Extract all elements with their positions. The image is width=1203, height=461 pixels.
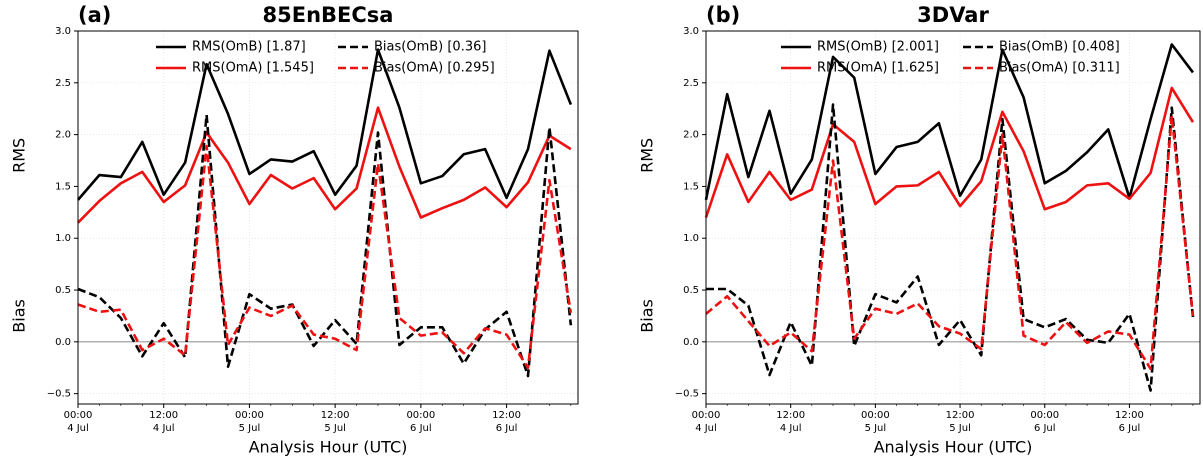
x-tick-label: 12:00 — [1115, 410, 1144, 421]
x-axis-label: Analysis Hour (UTC) — [249, 438, 408, 457]
y-tick-label: 0.5 — [55, 285, 71, 296]
y-tick-label: −0.5 — [47, 389, 71, 400]
y-axis-label: RMS — [10, 138, 29, 173]
x-tick-sublabel: 5 Jul — [324, 423, 346, 434]
x-tick-sublabel: 4 Jul — [695, 423, 717, 434]
x-tick-sublabel: 6 Jul — [1119, 423, 1141, 434]
y-tick-label: 3.0 — [683, 26, 699, 37]
x-tick-sublabel: 6 Jul — [496, 423, 518, 434]
legend-label: Bias(OmA) [0.295] — [374, 61, 495, 76]
plot-area — [704, 43, 1195, 392]
chart-title: 85EnBECsa — [263, 3, 394, 27]
series-line — [705, 114, 1195, 371]
y-tick-label: 2.0 — [55, 130, 71, 141]
x-tick-sublabel: 4 Jul — [153, 423, 175, 434]
x-tick-label: 00:00 — [64, 410, 93, 421]
plot-area — [77, 48, 573, 378]
y-tick-label: 0.0 — [683, 337, 699, 348]
x-tick-sublabel: 6 Jul — [410, 423, 432, 434]
legend-label: Bias(OmB) [0.408] — [999, 40, 1120, 55]
series-line — [77, 113, 573, 378]
series-line — [77, 48, 573, 201]
x-tick-label: 00:00 — [235, 410, 264, 421]
y-tick-label: 0.0 — [55, 337, 71, 348]
y-axis-label: RMS — [638, 138, 657, 173]
x-tick-label: 12:00 — [149, 410, 178, 421]
y-tick-label: 3.0 — [55, 26, 71, 37]
x-tick-label: 12:00 — [946, 410, 975, 421]
y-tick-label: −0.5 — [675, 389, 699, 400]
series-line — [706, 103, 1195, 392]
y-tick-label: 1.0 — [683, 233, 699, 244]
series-line — [704, 86, 1195, 218]
x-tick-sublabel: 5 Jul — [865, 423, 887, 434]
legend-label: RMS(OmA) [1.545] — [192, 61, 314, 76]
chart-title: 3DVar — [917, 3, 989, 27]
series-line — [77, 106, 572, 224]
legend-label: Bias(OmA) [0.311] — [999, 61, 1120, 76]
x-tick-label: 12:00 — [776, 410, 805, 421]
x-tick-label: 00:00 — [692, 410, 721, 421]
x-tick-label: 00:00 — [406, 410, 435, 421]
panel-label: (b) — [706, 3, 740, 27]
legend-label: RMS(OmB) [1.87] — [192, 40, 306, 55]
x-tick-label: 12:00 — [492, 410, 521, 421]
axes-frame — [77, 30, 579, 405]
x-axis-label: Analysis Hour (UTC) — [874, 438, 1033, 457]
x-tick-sublabel: 5 Jul — [239, 423, 261, 434]
panel-label: (a) — [78, 3, 111, 27]
x-tick-sublabel: 4 Jul — [67, 423, 89, 434]
y-tick-label: 2.5 — [55, 78, 71, 89]
x-tick-sublabel: 5 Jul — [949, 423, 971, 434]
y-axis-label: Bias — [638, 299, 657, 333]
series-line — [77, 144, 573, 370]
x-tick-label: 00:00 — [861, 410, 890, 421]
x-tick-label: 00:00 — [1030, 410, 1059, 421]
legend-label: RMS(OmB) [2.001] — [817, 40, 939, 55]
y-tick-label: 0.5 — [683, 285, 699, 296]
y-tick-label: 1.0 — [55, 233, 71, 244]
axes-frame — [705, 30, 1201, 405]
y-tick-label: 1.5 — [683, 181, 699, 192]
x-tick-label: 12:00 — [321, 410, 350, 421]
y-tick-label: 1.5 — [55, 181, 71, 192]
y-tick-label: 2.5 — [683, 78, 699, 89]
legend-label: Bias(OmB) [0.36] — [374, 40, 486, 55]
series-line — [704, 43, 1194, 201]
y-axis-label: Bias — [10, 299, 29, 333]
x-tick-sublabel: 6 Jul — [1034, 423, 1056, 434]
y-tick-label: 2.0 — [683, 130, 699, 141]
x-tick-sublabel: 4 Jul — [780, 423, 802, 434]
legend-label: RMS(OmA) [1.625] — [817, 61, 939, 76]
